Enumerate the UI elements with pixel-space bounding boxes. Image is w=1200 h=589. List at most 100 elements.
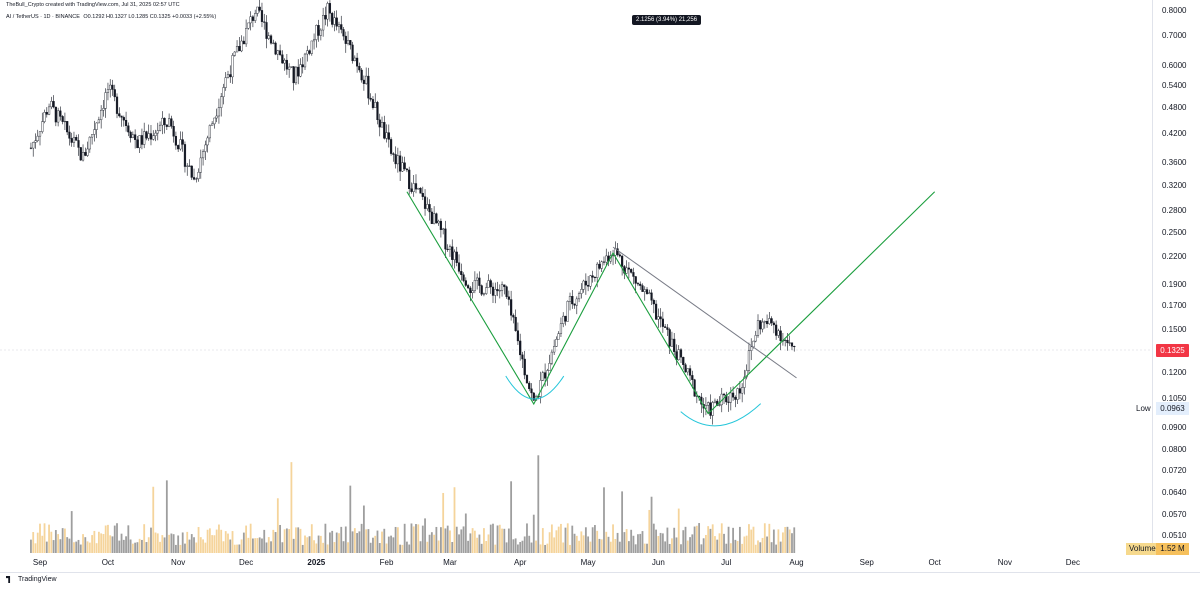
candle-up bbox=[254, 13, 257, 21]
candle-up bbox=[201, 151, 205, 159]
candle-down bbox=[369, 97, 372, 100]
candle-up bbox=[553, 346, 556, 353]
volume-bar bbox=[161, 535, 164, 553]
candle-down bbox=[466, 285, 470, 289]
candle-down bbox=[362, 79, 365, 84]
price-tick-label: 0.3600 bbox=[1162, 158, 1187, 168]
volume-bar bbox=[86, 541, 89, 553]
bottom-arc[interactable] bbox=[505, 375, 565, 400]
volume-bar bbox=[52, 540, 55, 553]
candle-up bbox=[498, 290, 501, 292]
time-tick-label: Feb bbox=[379, 558, 394, 567]
candle-down bbox=[514, 316, 517, 331]
volume-bar bbox=[750, 529, 753, 553]
candle-up bbox=[582, 280, 585, 290]
price-tick-label: 0.5400 bbox=[1162, 80, 1187, 90]
candle-down bbox=[439, 220, 443, 230]
volume-bar bbox=[550, 524, 553, 553]
tradingview-logo[interactable]: TradingView bbox=[6, 576, 57, 583]
candle-up bbox=[41, 121, 44, 132]
volume-bar bbox=[252, 538, 254, 553]
candle-up bbox=[557, 333, 560, 340]
price-tick-label: 0.1500 bbox=[1162, 325, 1187, 335]
candle-up bbox=[346, 40, 350, 44]
descending-trendline[interactable] bbox=[612, 246, 797, 379]
volume-bars bbox=[30, 455, 796, 553]
volume-bar bbox=[671, 538, 673, 553]
candle-down bbox=[688, 368, 692, 376]
volume-bar bbox=[88, 542, 91, 553]
candle-up bbox=[217, 107, 221, 117]
volume-bar bbox=[179, 544, 182, 553]
candle-down bbox=[405, 168, 409, 171]
candle-down bbox=[317, 25, 320, 36]
candle-up bbox=[34, 140, 37, 143]
candle-up bbox=[754, 335, 757, 342]
candle-down bbox=[525, 374, 529, 384]
candle-down bbox=[731, 392, 735, 398]
time-tick-label: Apr bbox=[513, 558, 527, 567]
volume-bar bbox=[424, 518, 426, 553]
volume-bar bbox=[299, 528, 302, 553]
volume-bar bbox=[496, 525, 499, 553]
volume-bar bbox=[258, 537, 261, 553]
candle-up bbox=[555, 339, 558, 347]
candle-up bbox=[179, 139, 182, 150]
candle-down bbox=[408, 169, 411, 190]
drawings[interactable] bbox=[406, 191, 936, 427]
volume-bar bbox=[270, 541, 272, 553]
volume-bar bbox=[48, 524, 50, 553]
candle-down bbox=[392, 153, 395, 155]
candle-up bbox=[224, 77, 227, 88]
time-tick-label: Nov bbox=[997, 558, 1012, 567]
volume-bar bbox=[197, 527, 200, 553]
volume-bar bbox=[97, 531, 100, 553]
time-axis[interactable]: Sep Oct Nov Dec 2025 Feb Mar Apr May Jun Jul Aug Sep… bbox=[0, 555, 1152, 570]
candle-up bbox=[741, 387, 744, 394]
candle-up bbox=[575, 298, 578, 306]
ohlc-legend[interactable]: AI / TetherUS · 1D · BINANCE O0.1292 H0.… bbox=[6, 14, 216, 20]
volume-bar bbox=[288, 529, 291, 553]
w-pattern-projection[interactable] bbox=[406, 191, 936, 415]
volume-bar bbox=[175, 544, 177, 553]
price-tick-label: 0.1700 bbox=[1162, 301, 1187, 311]
volume-bar bbox=[519, 542, 522, 553]
candle-up bbox=[550, 351, 553, 364]
volume-bar bbox=[333, 542, 336, 553]
volume-bar bbox=[580, 531, 583, 553]
volume-bar bbox=[618, 541, 621, 553]
crosshair-measure-tag: 2.1256 (3.94%) 21,256 bbox=[632, 15, 702, 25]
candle-down bbox=[170, 118, 173, 127]
volume-bar bbox=[170, 533, 173, 553]
candle-up bbox=[211, 123, 214, 126]
candle-up bbox=[158, 124, 162, 131]
bottom-arc[interactable] bbox=[680, 403, 762, 427]
volume-bar bbox=[118, 540, 121, 553]
volume-bar bbox=[394, 526, 397, 553]
volume-bar bbox=[682, 530, 685, 553]
volume-bar bbox=[435, 526, 438, 553]
volume-bar bbox=[292, 538, 295, 553]
candle-up bbox=[233, 51, 236, 56]
candle-up bbox=[417, 187, 420, 190]
candle-up bbox=[482, 293, 486, 295]
volume-bar bbox=[249, 523, 252, 553]
candle-up bbox=[756, 320, 760, 336]
volume-bar bbox=[202, 539, 204, 553]
candle-down bbox=[115, 96, 119, 114]
candle-down bbox=[274, 42, 277, 55]
candle-down bbox=[790, 342, 794, 347]
volume-bar bbox=[242, 532, 245, 553]
candle-down bbox=[378, 119, 381, 128]
candle-down bbox=[496, 289, 499, 292]
candle-up bbox=[433, 213, 436, 224]
candle-down bbox=[340, 24, 343, 30]
time-tick-label: Nov bbox=[171, 558, 186, 567]
volume-bar bbox=[129, 539, 132, 553]
candle-down bbox=[421, 193, 424, 197]
price-axis[interactable]: 0.8000 0.7000 0.6000 0.5400 0.4800 0.4200 0.36… bbox=[1152, 0, 1200, 555]
candle-down bbox=[77, 140, 80, 148]
candle-down bbox=[136, 139, 139, 149]
candle-down bbox=[661, 318, 664, 327]
